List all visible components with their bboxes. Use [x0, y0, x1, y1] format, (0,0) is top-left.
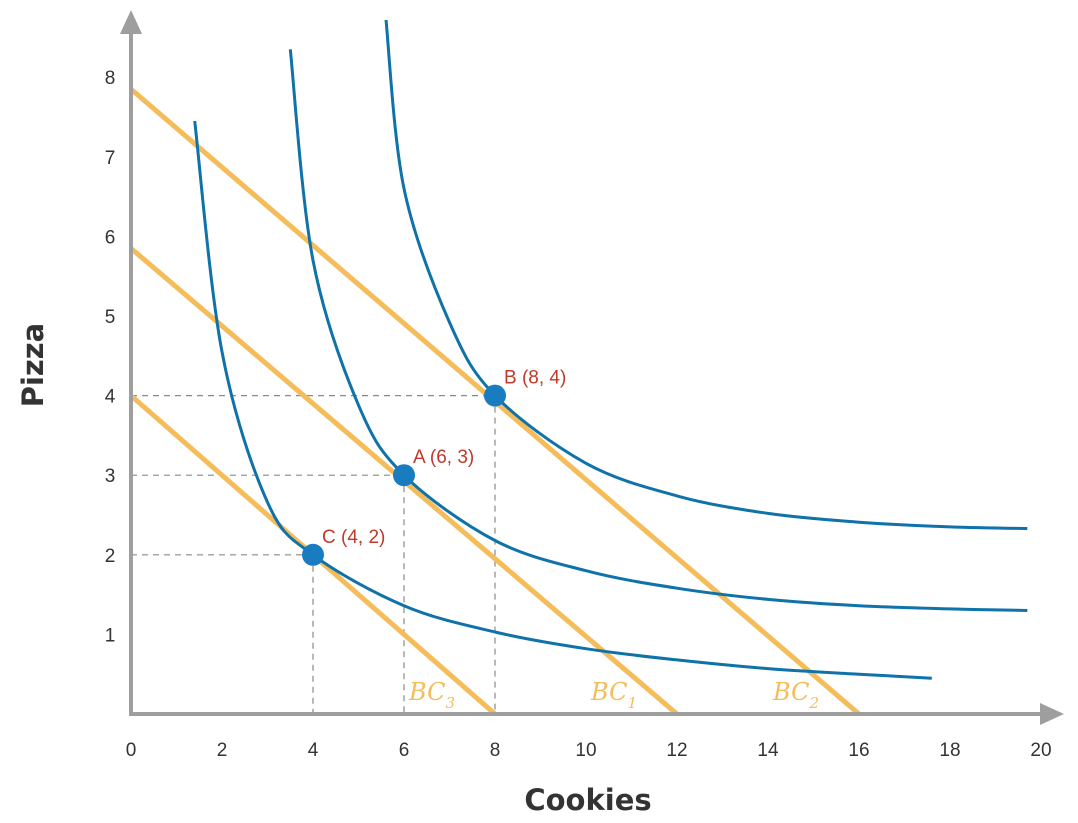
x-tick-label: 6	[399, 740, 410, 761]
budget-line-labels: BC3 BC1 BC2	[408, 678, 819, 712]
x-tick-label: 14	[757, 740, 779, 761]
y-tick-label: 4	[105, 387, 116, 408]
y-tick-label: 5	[105, 307, 116, 328]
x-axis-title: Cookies	[524, 783, 651, 817]
x-tick-label: 0	[126, 740, 137, 761]
y-tick-label: 1	[105, 625, 116, 646]
x-tick-label: 18	[939, 740, 960, 761]
axes	[120, 10, 1064, 725]
x-tick-labels: 0 2 4 6 8 10 12 14 16 18 20	[126, 740, 1052, 761]
budget-line-label-sub: 1	[627, 694, 637, 712]
x-tick-label: 20	[1030, 740, 1051, 761]
x-tick-label: 10	[575, 740, 596, 761]
budget-line-label: BC2	[772, 678, 819, 712]
y-axis-title: Pizza	[16, 323, 50, 408]
indifference-curve	[384, 20, 1028, 530]
guide-lines	[131, 395, 496, 714]
y-axis-arrow	[120, 10, 142, 34]
budget-line-label-sub: 3	[445, 694, 455, 712]
point-label: C (4, 2)	[322, 527, 385, 548]
budget-line-label: BC3	[408, 678, 455, 712]
points: C (4, 2) A (6, 3) B (8, 4)	[302, 368, 566, 566]
y-tick-label: 7	[105, 148, 116, 169]
y-tick-labels: 1 2 3 4 5 6 7 8	[105, 68, 116, 646]
point-label: B (8, 4)	[504, 368, 566, 389]
point-marker	[484, 384, 506, 407]
indifference-curve	[288, 49, 1028, 612]
x-tick-label: 16	[848, 740, 869, 761]
y-tick-label: 8	[105, 68, 116, 89]
point-marker	[393, 464, 415, 487]
x-tick-label: 4	[308, 740, 319, 761]
budget-line-label-name: BC	[408, 678, 445, 706]
x-tick-label: 12	[666, 740, 687, 761]
point-marker	[302, 543, 324, 566]
x-tick-label: 2	[217, 740, 228, 761]
budget-line-label-sub: 2	[808, 694, 819, 712]
y-tick-label: 2	[105, 546, 116, 567]
x-axis-arrow	[1040, 703, 1064, 725]
y-tick-label: 3	[105, 466, 116, 487]
indifference-curves	[193, 20, 1028, 680]
point-label: A (6, 3)	[413, 447, 474, 468]
budget-line-label-name: BC	[772, 678, 809, 706]
budget-line-label: BC1	[590, 678, 637, 712]
x-tick-label: 8	[490, 740, 501, 761]
y-tick-label: 6	[105, 227, 116, 248]
indifference-curve	[193, 120, 932, 680]
budget-line-label-name: BC	[590, 678, 627, 706]
